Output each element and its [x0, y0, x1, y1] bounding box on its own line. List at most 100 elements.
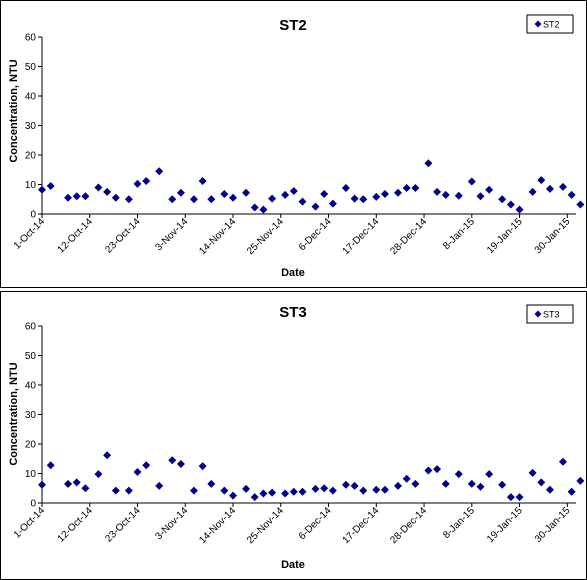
data-point [189, 486, 198, 495]
chart-panel-st2: ST2 ST2 Concentration, NTU Date 0 10 20 30 4… [0, 0, 587, 288]
data-point [155, 481, 164, 490]
y-tick-label: 0 [30, 210, 36, 221]
data-point [142, 176, 151, 185]
data-point [476, 482, 485, 491]
x-axis-label: Date [281, 267, 305, 279]
data-point [372, 192, 381, 201]
data-point [467, 177, 476, 186]
data-point [46, 461, 55, 470]
data-point [168, 195, 177, 204]
data-point [229, 491, 238, 500]
data-point [394, 188, 402, 197]
data-point [567, 487, 576, 496]
y-tick-label: 20 [25, 440, 37, 451]
data-point [298, 197, 307, 206]
data-point [133, 179, 142, 188]
data-point [124, 486, 133, 495]
data-point [328, 199, 337, 208]
data-point [498, 195, 507, 204]
y-tick-label: 20 [25, 151, 37, 162]
data-point [528, 468, 537, 477]
data-point [229, 193, 238, 202]
data-point [328, 486, 337, 495]
x-axis-label: Date [281, 559, 305, 571]
data-point [485, 470, 494, 479]
data-point [341, 184, 350, 193]
data-point [81, 192, 90, 201]
legend-marker [534, 310, 542, 318]
data-point [124, 195, 133, 204]
legend: ST2 [526, 14, 574, 34]
data-point [359, 195, 368, 204]
legend: ST3 [526, 304, 574, 324]
data-point [168, 456, 177, 465]
data-point [281, 190, 290, 199]
legend-label: ST2 [543, 20, 560, 30]
y-tick-label: 30 [25, 410, 37, 421]
data-point [111, 486, 120, 495]
data-point [259, 205, 268, 214]
y-tick-label: 50 [25, 62, 37, 73]
data-point [311, 484, 320, 493]
chart-panel-st3: ST3 ST3 Concentration, NTU Date 0 10 20 30 4… [0, 291, 587, 580]
y-tick-label: 40 [25, 92, 37, 103]
data-point [94, 470, 103, 479]
data-point [545, 184, 554, 193]
y-tick-label: 10 [25, 180, 37, 191]
data-point [454, 191, 463, 200]
y-axis-label: Concentration, NTU [8, 59, 20, 162]
data-point [441, 190, 450, 199]
data-point [402, 184, 411, 193]
data-point [38, 480, 46, 489]
data-point [220, 486, 229, 495]
data-point [38, 185, 46, 194]
data-point [176, 460, 185, 469]
data-point [320, 484, 329, 493]
y-tick-label: 60 [25, 322, 37, 333]
legend-marker [534, 20, 542, 28]
data-point [189, 195, 198, 204]
y-tick-label: 30 [25, 121, 37, 132]
data-point [476, 192, 485, 201]
data-point [380, 485, 389, 494]
y-axis-label: Concentration, NTU [8, 362, 20, 465]
data-point [207, 195, 216, 204]
data-point [133, 468, 142, 477]
data-point [558, 457, 567, 466]
data-point [394, 481, 402, 490]
data-point [350, 194, 359, 203]
data-point [198, 176, 207, 185]
y-axis-ticks: 0 10 20 30 40 50 60 [25, 33, 42, 221]
y-axis: 0 10 20 30 40 50 60 [25, 33, 43, 221]
y-axis-ticks: 0 10 20 30 40 50 60 [25, 322, 42, 510]
data-point [359, 486, 368, 495]
data-point [289, 186, 298, 195]
data-point [103, 187, 112, 196]
data-point [298, 487, 307, 496]
data-point [250, 203, 259, 212]
chart-area-border [0, 0, 587, 288]
data-point [528, 187, 537, 196]
legend-label: ST3 [543, 310, 560, 320]
data-point [320, 189, 329, 198]
data-point [380, 189, 389, 198]
data-point [176, 188, 185, 197]
data-points [38, 159, 585, 214]
data-point [372, 485, 381, 494]
data-point [341, 480, 350, 489]
data-point [72, 192, 81, 201]
data-point [515, 493, 524, 502]
y-tick-label: 50 [25, 351, 37, 362]
data-point [281, 489, 290, 498]
data-point [433, 465, 442, 474]
y-tick-label: 40 [25, 381, 37, 392]
data-point [81, 484, 90, 493]
data-point [268, 194, 277, 203]
chart-area-border [0, 291, 587, 580]
data-point [259, 489, 268, 498]
chart-title: ST2 [279, 17, 307, 34]
data-point [250, 493, 259, 502]
data-point [64, 479, 73, 488]
data-point [242, 484, 251, 493]
